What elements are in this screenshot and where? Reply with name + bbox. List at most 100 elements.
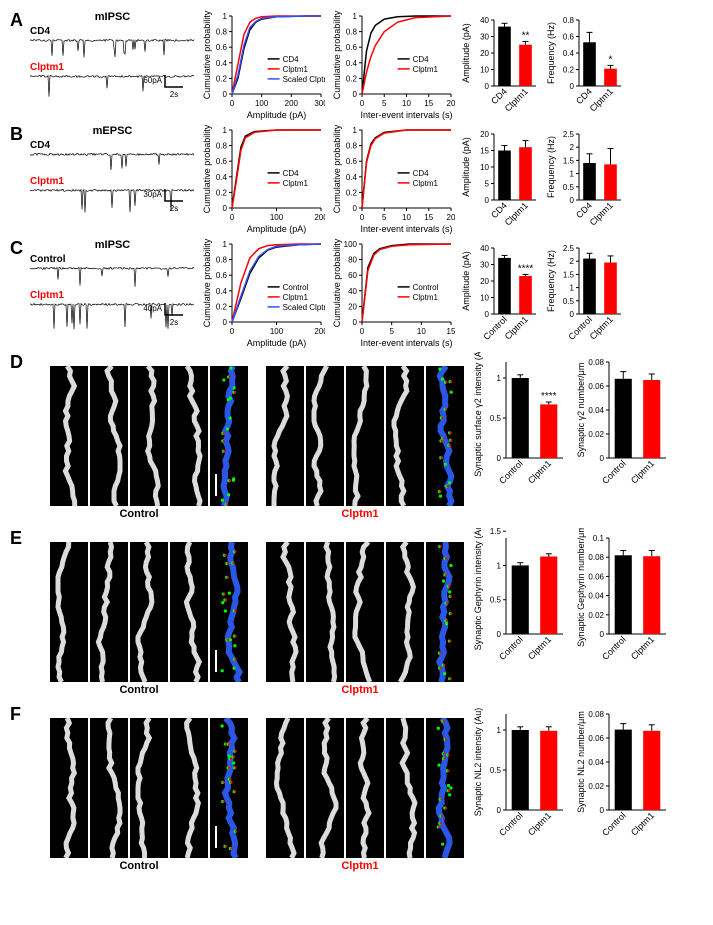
- bar-intensity: 00.51ControlClptm1Synaptic NL2 intensity…: [472, 704, 567, 844]
- svg-text:Cumulative probability: Cumulative probability: [332, 238, 342, 327]
- svg-text:2s: 2s: [170, 318, 178, 327]
- svg-text:2.5: 2.5: [563, 244, 575, 253]
- condition-label: Clptm1: [256, 508, 464, 520]
- svg-text:Inter-event intervals (s): Inter-event intervals (s): [360, 338, 452, 348]
- bar-intensity: 00.51****ControlClptm1Synaptic surface γ…: [472, 352, 567, 492]
- svg-text:20: 20: [447, 213, 455, 222]
- svg-text:0.08: 0.08: [588, 553, 604, 562]
- dendrite-map2: MAP2: [170, 718, 208, 858]
- svg-text:Control: Control: [497, 634, 525, 662]
- svg-text:CD4: CD4: [283, 169, 300, 178]
- svg-text:Clptm1: Clptm1: [413, 293, 439, 302]
- svg-text:0.6: 0.6: [216, 157, 228, 166]
- svg-text:0: 0: [600, 806, 605, 815]
- dendrite-merge: Merge: [426, 718, 464, 858]
- svg-text:10: 10: [480, 66, 489, 75]
- svg-text:Clptm1: Clptm1: [30, 290, 64, 301]
- bar-intensity: 00.511.5ControlClptm1Synaptic Gephyrin i…: [472, 528, 567, 668]
- svg-text:0: 0: [360, 99, 365, 108]
- dendrite-marker: NL2: [90, 718, 128, 858]
- svg-text:1: 1: [223, 126, 228, 135]
- svg-text:Control: Control: [497, 810, 525, 838]
- svg-text:0: 0: [570, 310, 575, 319]
- svg-text:10: 10: [480, 163, 489, 172]
- cumulative-amplitude: 00.20.40.60.810100200CD4Clptm1Cumulative…: [200, 124, 325, 234]
- dendrite-vgat: VGAT: [130, 366, 168, 506]
- svg-text:15: 15: [424, 213, 433, 222]
- trace-block: mIPSCControlClptm140pA2s: [30, 238, 195, 338]
- svg-text:Amplitude (pA): Amplitude (pA): [461, 251, 471, 311]
- svg-text:300: 300: [314, 99, 325, 108]
- svg-text:30: 30: [480, 261, 489, 270]
- svg-text:Control: Control: [600, 634, 628, 662]
- panel-panelE: EYFPGephVGATMAP2MergeControlYFPGephVGATM…: [10, 528, 703, 696]
- svg-text:0.4: 0.4: [346, 59, 358, 68]
- dendrite-map2: MAP2: [386, 366, 424, 506]
- svg-text:0.2: 0.2: [346, 188, 358, 197]
- svg-text:0.5: 0.5: [563, 183, 575, 192]
- svg-text:Control: Control: [600, 458, 628, 486]
- dendrite-set: YFPNL2VGATMAP2Merge: [50, 718, 248, 858]
- svg-text:15: 15: [480, 147, 489, 156]
- svg-text:Clptm1: Clptm1: [629, 810, 656, 837]
- svg-text:0.06: 0.06: [588, 734, 604, 743]
- svg-text:Clptm1: Clptm1: [413, 179, 439, 188]
- dendrite-map2: MAP2: [170, 542, 208, 682]
- svg-text:Clptm1: Clptm1: [30, 176, 64, 187]
- svg-text:0: 0: [223, 318, 228, 327]
- cumulative-amplitude: 00.20.40.60.810100200ControlClptm1Scaled…: [200, 238, 325, 348]
- svg-text:Amplitude (pA): Amplitude (pA): [247, 110, 307, 120]
- svg-text:0.02: 0.02: [588, 430, 604, 439]
- cumulative-iei: 00.20.40.60.8105101520CD4Clptm1Cumulativ…: [330, 124, 455, 234]
- svg-text:20: 20: [480, 277, 489, 286]
- svg-text:0.5: 0.5: [490, 596, 502, 605]
- condition-label: Control: [30, 508, 248, 520]
- svg-text:Clptm1: Clptm1: [629, 458, 656, 485]
- svg-text:10: 10: [402, 99, 411, 108]
- svg-text:0.2: 0.2: [216, 188, 228, 197]
- svg-text:0: 0: [360, 213, 365, 222]
- svg-text:0: 0: [223, 204, 228, 213]
- svg-text:Clptm1: Clptm1: [503, 86, 530, 113]
- svg-text:Control: Control: [283, 283, 309, 292]
- svg-text:**: **: [522, 30, 530, 41]
- svg-text:0.6: 0.6: [216, 43, 228, 52]
- svg-text:0: 0: [600, 630, 605, 639]
- svg-text:5: 5: [485, 180, 490, 189]
- cumulative-amplitude: 00.20.40.60.810100200300CD4Clptm1Scaled …: [200, 10, 325, 120]
- svg-text:mIPSC: mIPSC: [95, 11, 131, 23]
- svg-text:0.5: 0.5: [490, 414, 502, 423]
- svg-text:Synaptic NL2 intensity (Au): Synaptic NL2 intensity (Au): [473, 708, 483, 817]
- svg-text:1: 1: [497, 726, 502, 735]
- svg-text:1: 1: [570, 284, 575, 293]
- svg-text:100: 100: [270, 327, 284, 336]
- svg-text:0: 0: [353, 318, 358, 327]
- svg-text:Clptm1: Clptm1: [413, 65, 439, 74]
- svg-text:0: 0: [485, 82, 490, 91]
- dendrite-merge: Merge: [210, 542, 248, 682]
- svg-text:0.06: 0.06: [588, 572, 604, 581]
- panel-panelA: AmIPSCCD4Clptm160pA2s00.20.40.60.8101002…: [10, 10, 703, 120]
- dendrite-marker: γ2: [306, 366, 344, 506]
- panel-label: B: [10, 124, 30, 145]
- svg-text:0: 0: [230, 213, 235, 222]
- svg-text:100: 100: [344, 240, 358, 249]
- svg-text:Synaptic Gephyrin number/μm: Synaptic Gephyrin number/μm: [576, 528, 586, 647]
- svg-text:0: 0: [485, 310, 490, 319]
- dendrite-set: YFPγ2VGATMAP2Merge: [50, 366, 248, 506]
- svg-text:Inter-event intervals (s): Inter-event intervals (s): [360, 110, 452, 120]
- svg-text:0.4: 0.4: [563, 49, 575, 58]
- svg-text:2s: 2s: [170, 90, 178, 99]
- svg-text:Clptm1: Clptm1: [283, 293, 309, 302]
- condition-label: Clptm1: [256, 684, 464, 696]
- dendrite-map2: MAP2: [170, 366, 208, 506]
- svg-text:Amplitude (pA): Amplitude (pA): [461, 137, 471, 197]
- panel-label: F: [10, 704, 30, 725]
- svg-text:2.5: 2.5: [563, 130, 575, 139]
- svg-text:0.04: 0.04: [588, 406, 604, 415]
- svg-text:0.6: 0.6: [216, 271, 228, 280]
- trace-block: mEPSCCD4Clptm130pA2s: [30, 124, 195, 224]
- dendrite-vgat: VGAT: [346, 542, 384, 682]
- svg-text:20: 20: [447, 99, 455, 108]
- svg-text:0.4: 0.4: [216, 287, 228, 296]
